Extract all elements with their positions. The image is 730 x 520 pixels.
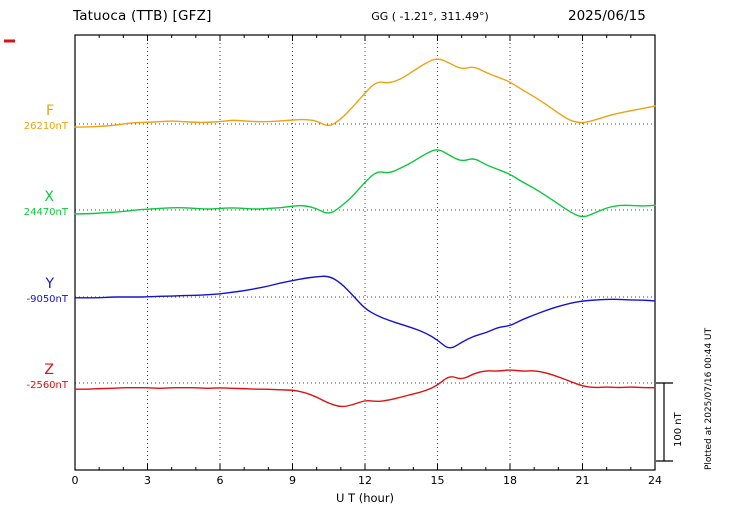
axis-ticks [74,35,656,470]
channel-letter-F: F [45,103,54,119]
scale-bar [656,382,673,462]
x-tick-label: 3 [144,474,151,487]
x-tick-label: 9 [289,474,296,487]
channel-label-Z: Z -2560nT [0,363,68,391]
channel-baseline-Y: -9050nT [26,294,68,305]
x-tick-label: 24 [648,474,662,487]
channel-letter-Y: Y [45,276,54,292]
x-tick-label: 18 [503,474,517,487]
channel-label-F: F 26210nT [0,104,68,132]
channel-label-Y: Y -9050nT [0,277,68,305]
series-Y-path [74,275,656,349]
channel-letter-X: X [44,189,54,205]
series-Z-path [74,369,656,408]
plot-date: 2025/06/15 [568,8,646,24]
channel-baseline-F: 26210nT [23,121,68,132]
scale-bar-label: 100 nT [673,412,684,447]
series-X-path [74,149,656,218]
x-tick-label: 12 [358,474,372,487]
plotted-at-note: Plotted at 2025/07/16 00:44 UT [704,327,714,470]
x-tick-label: 0 [71,474,79,487]
x-tick-label: 21 [575,474,590,487]
plot-frame [74,34,656,471]
channel-baseline-Z: -2560nT [26,380,68,391]
x-tick-label: 6 [216,474,224,487]
gg-coordinates: GG ( -1.21°, 311.49°) [371,10,489,23]
x-tick-label: 15 [430,474,445,487]
series-F-path [74,58,656,128]
x-axis-title: U T (hour) [335,491,395,505]
channel-letter-Z: Z [44,362,54,378]
channel-label-X: X 24470nT [0,190,68,218]
channel-baseline-X: 24470nT [23,207,68,218]
station-title: Tatuoca (TTB) [GFZ] [73,8,212,24]
gridlines [75,35,655,470]
